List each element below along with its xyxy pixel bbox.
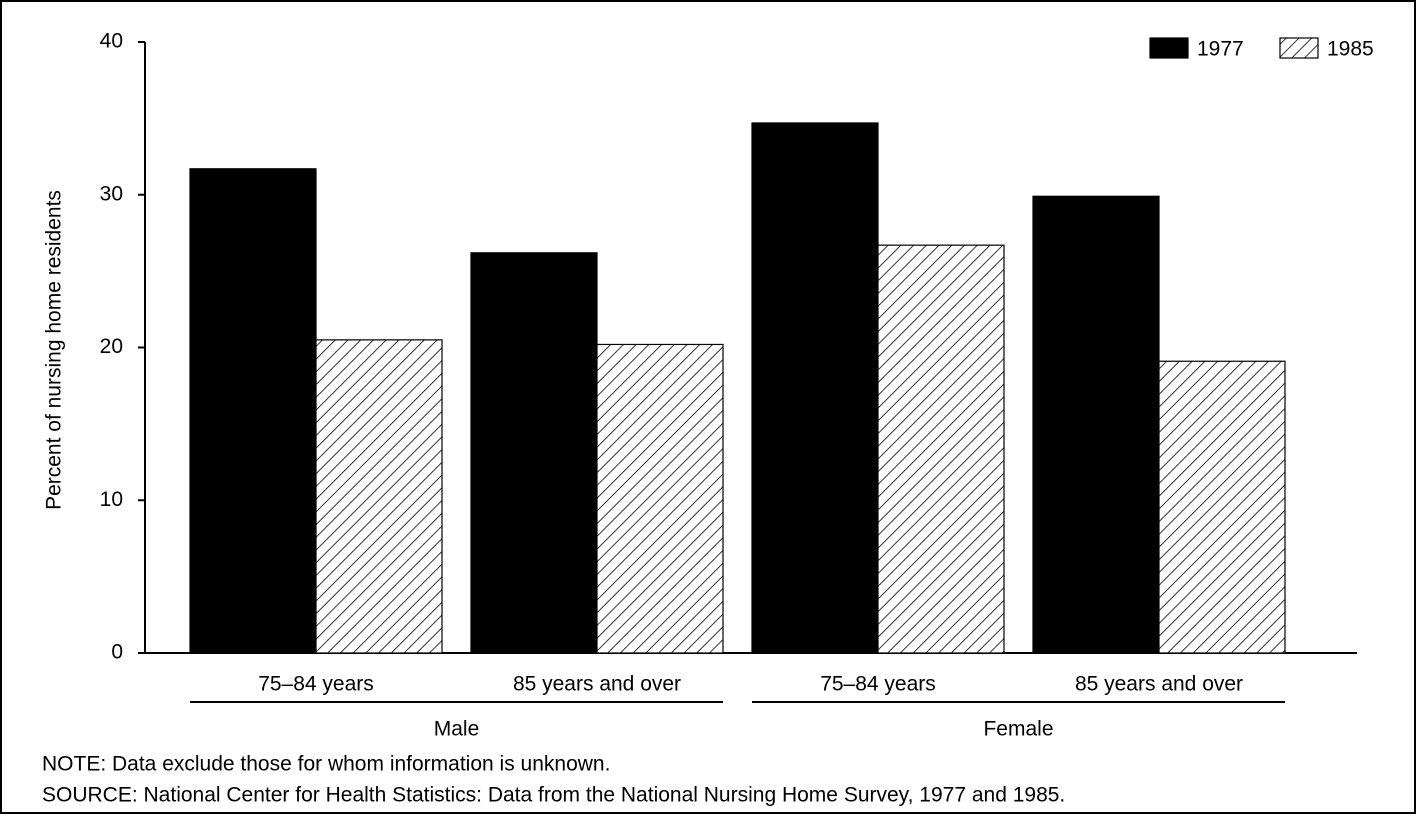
group-label: Male (434, 718, 480, 741)
bar (1032, 195, 1160, 654)
legend-label: 1977 (1197, 38, 1244, 61)
legend-swatch (1149, 37, 1189, 59)
y-tick-label: 0 (111, 641, 123, 664)
y-tick-label: 30 (100, 182, 123, 205)
x-tick-label: 75–84 years (820, 673, 936, 696)
legend-label: 1985 (1327, 38, 1374, 61)
source: SOURCE: National Center for Health Stati… (42, 784, 1065, 807)
x-tick-label: 85 years and over (1075, 673, 1243, 696)
group-label: Female (983, 718, 1053, 741)
y-axis-label: Percent of nursing home residents (43, 190, 66, 510)
bar (470, 252, 598, 654)
bar (751, 122, 879, 654)
y-tick-label: 20 (100, 335, 123, 358)
y-tick-label: 10 (100, 488, 123, 511)
note: NOTE: Data exclude those for whom inform… (42, 753, 610, 776)
bar (877, 244, 1005, 654)
bar (315, 339, 443, 654)
bar (1158, 360, 1286, 654)
x-tick-label: 75–84 years (258, 673, 374, 696)
bar (189, 168, 317, 654)
legend-swatch (1279, 37, 1319, 59)
bar (596, 343, 724, 654)
x-tick-label: 85 years and over (513, 673, 681, 696)
y-tick-label: 40 (100, 30, 123, 53)
